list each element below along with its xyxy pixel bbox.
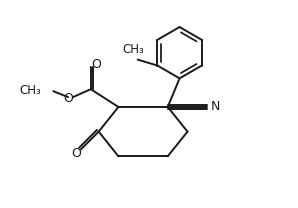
- Text: O: O: [63, 92, 73, 105]
- Text: CH₃: CH₃: [20, 84, 41, 97]
- Text: O: O: [71, 147, 81, 160]
- Text: CH₃: CH₃: [123, 43, 145, 56]
- Text: N: N: [210, 100, 220, 113]
- Text: O: O: [91, 58, 101, 71]
